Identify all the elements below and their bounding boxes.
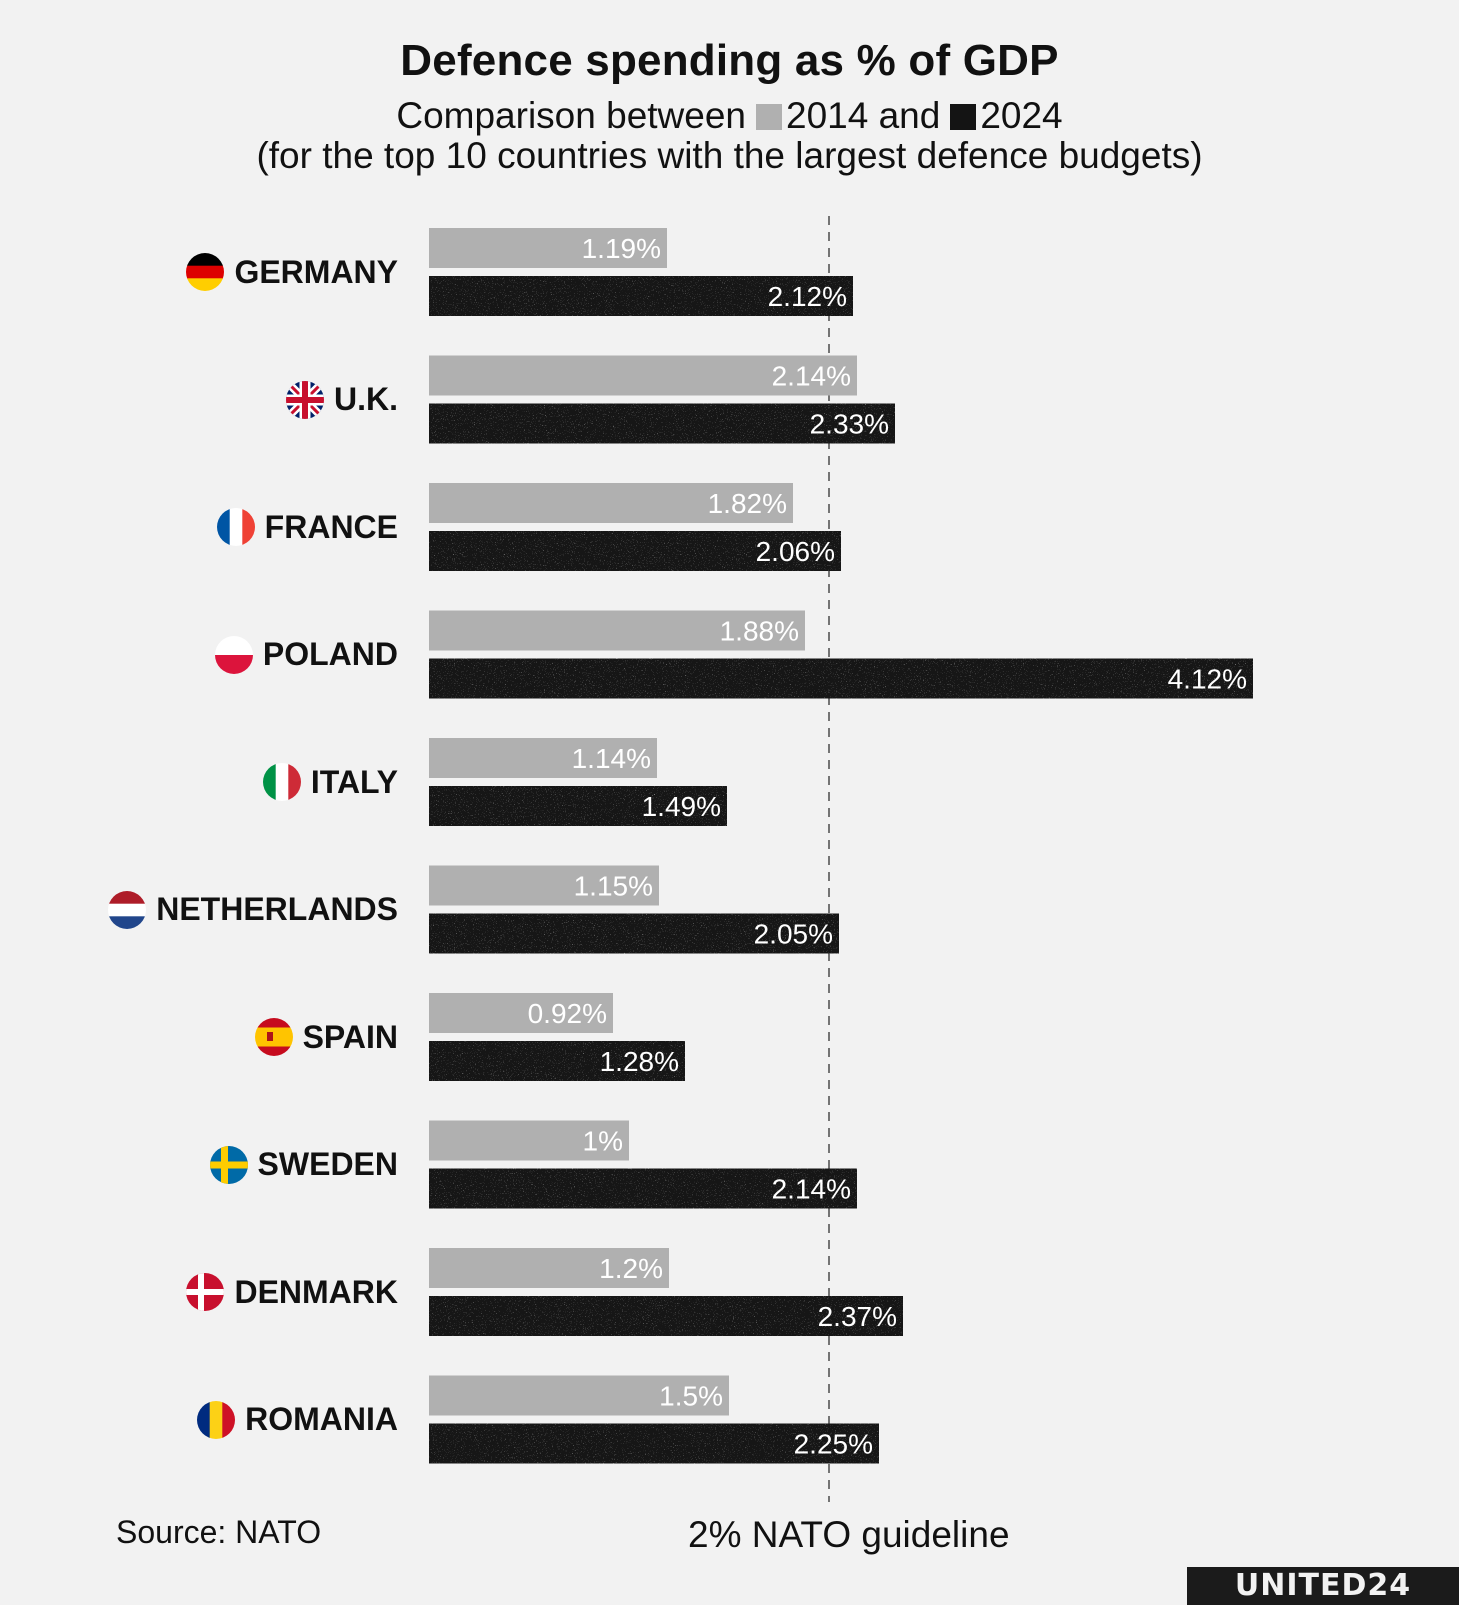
data-label-2024: 4.12% xyxy=(1168,664,1247,695)
country-name: POLAND xyxy=(262,636,398,672)
country-label-germany: GERMANY xyxy=(186,242,398,302)
country-label-denmark: DENMARK xyxy=(186,1262,398,1322)
data-label-2024: 2.05% xyxy=(754,919,833,950)
country-label-netherlands: NETHERLANDS xyxy=(108,880,398,940)
bar-2014-poland xyxy=(429,610,805,651)
bar-2024-netherlands xyxy=(429,913,839,954)
data-label-2014: 1.2% xyxy=(599,1253,663,1284)
legend-label-2014: 2014 xyxy=(786,95,869,136)
data-label-2014: 1.19% xyxy=(582,233,661,264)
country-label-uk: U.K. xyxy=(286,370,398,430)
sweden-flag-icon xyxy=(209,1145,248,1184)
source-note: Source: NATO xyxy=(116,1514,322,1550)
denmark-flag-icon xyxy=(186,1273,225,1311)
netherlands-flag-icon xyxy=(108,890,147,929)
data-label-2024: 2.37% xyxy=(818,1301,897,1332)
data-label-2014: 2.14% xyxy=(772,361,851,392)
italy-flag-icon xyxy=(262,763,301,801)
bar-2014-spain xyxy=(429,993,613,1033)
data-label-2014: 1% xyxy=(583,1126,623,1157)
country-name: SWEDEN xyxy=(257,1146,398,1182)
data-label-2014: 0.92% xyxy=(528,998,607,1029)
country-name: SPAIN xyxy=(302,1018,398,1055)
data-label-2024: 1.49% xyxy=(642,791,721,822)
germany-flag-icon xyxy=(186,253,225,291)
poland-flag-icon xyxy=(214,635,253,674)
bar-2014-denmark xyxy=(429,1248,669,1288)
data-label-2024: 2.06% xyxy=(756,536,835,567)
subtitle-prefix: Comparison between xyxy=(396,95,746,136)
data-label-2014: 1.82% xyxy=(708,488,787,519)
bar-2024-poland xyxy=(429,658,1253,699)
country-name: FRANCE xyxy=(264,508,398,545)
data-label-2024: 2.25% xyxy=(794,1429,873,1460)
legend-swatch-2014 xyxy=(756,104,782,130)
chart-subtitle-line2: (for the top 10 countries with the large… xyxy=(256,135,1203,176)
chart-subtitle: Comparison between 2014 and 2024 xyxy=(0,96,1459,136)
data-label-2024: 2.14% xyxy=(772,1174,851,1205)
bar-2024-denmark xyxy=(429,1296,903,1336)
chart-title: Defence spending as % of GDP xyxy=(400,36,1059,85)
bar-2014-germany xyxy=(429,228,667,268)
data-label-2024: 2.33% xyxy=(810,409,889,440)
country-label-poland: POLAND xyxy=(214,625,398,685)
country-name: ROMANIA xyxy=(245,1401,398,1437)
subtitle-joiner: and xyxy=(878,95,941,136)
bar-2014-france xyxy=(429,483,793,523)
reference-line-label: 2% NATO guideline xyxy=(688,1514,1010,1555)
country-name: U.K. xyxy=(334,381,398,417)
data-label-2014: 1.14% xyxy=(572,743,651,774)
country-label-italy: ITALY xyxy=(262,752,398,812)
france-flag-icon xyxy=(216,508,255,546)
data-label-2014: 1.5% xyxy=(659,1381,723,1412)
bar-2014-italy xyxy=(429,738,657,778)
legend-label-2024: 2024 xyxy=(980,95,1063,136)
data-label-2014: 1.88% xyxy=(720,616,799,647)
data-label-2024: 2.12% xyxy=(768,281,847,312)
country-label-spain: SPAIN xyxy=(254,1007,398,1067)
country-name: NETHERLANDS xyxy=(156,891,398,927)
romania-flag-icon xyxy=(197,1400,236,1439)
bar-2014-sweden xyxy=(429,1120,629,1161)
bar-2014-romania xyxy=(429,1375,729,1416)
country-label-france: FRANCE xyxy=(216,497,398,557)
country-label-sweden: SWEDEN xyxy=(209,1135,398,1195)
bar-2014-uk xyxy=(429,355,857,396)
legend-swatch-2024 xyxy=(950,104,977,130)
country-label-romania: ROMANIA xyxy=(197,1390,398,1450)
bar-2024-romania xyxy=(429,1423,879,1464)
country-name: ITALY xyxy=(310,763,398,800)
country-name: DENMARK xyxy=(234,1273,398,1310)
bar-2014-netherlands xyxy=(429,865,659,906)
bar-2024-spain xyxy=(429,1041,685,1081)
country-name: GERMANY xyxy=(234,253,398,290)
data-label-2014: 1.15% xyxy=(574,871,653,902)
bar-2024-italy xyxy=(429,786,727,826)
bar-2024-uk xyxy=(429,403,895,444)
bar-2024-germany xyxy=(429,276,853,316)
bar-2024-france xyxy=(429,531,841,571)
bar-2024-sweden xyxy=(429,1168,857,1209)
united24-logo: UNITED24 xyxy=(1187,1567,1459,1605)
data-label-2024: 1.28% xyxy=(600,1046,679,1077)
spain-flag-icon xyxy=(254,1018,293,1056)
